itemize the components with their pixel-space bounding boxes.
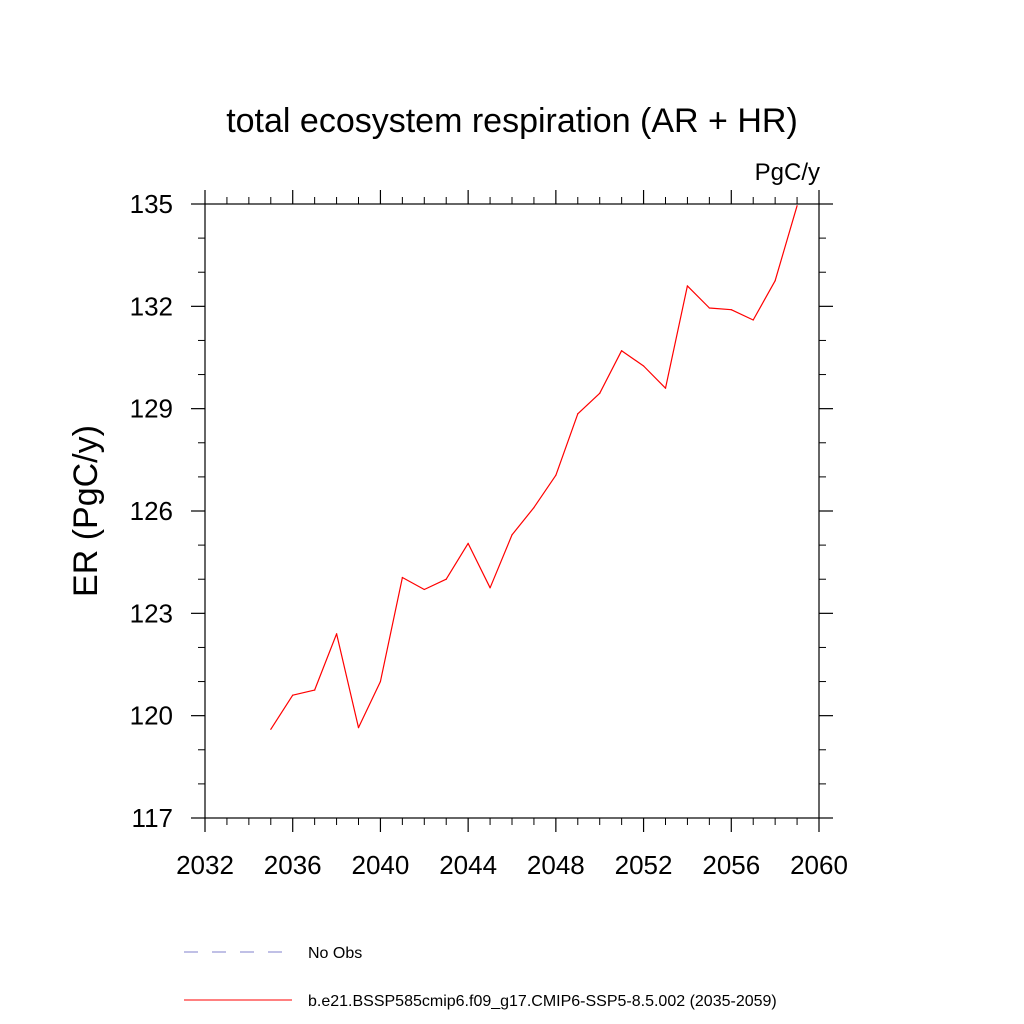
data-point [577, 413, 579, 415]
y-tick-label: 129 [130, 394, 173, 424]
data-point [730, 309, 732, 311]
data-point [664, 387, 667, 389]
y-tick-label: 117 [132, 803, 173, 833]
data-point [511, 534, 513, 536]
data-point [335, 633, 338, 635]
x-tick-label: 2048 [527, 850, 585, 880]
data-point [555, 474, 557, 476]
y-axis-label: ER (PgC/y) [67, 425, 105, 597]
data-point [357, 727, 360, 729]
data-point [621, 350, 623, 352]
data-point [379, 680, 382, 683]
x-tick-label: 2032 [176, 850, 234, 880]
y-tick-label: 126 [130, 496, 173, 526]
data-point [599, 392, 601, 394]
x-tick-label: 2044 [439, 850, 497, 880]
x-tick-label: 2052 [615, 850, 673, 880]
units-label: PgC/y [755, 159, 820, 186]
data-point [752, 319, 754, 321]
data-point [708, 307, 710, 309]
x-tick-label: 2060 [790, 850, 848, 880]
series-line [270, 205, 798, 730]
data-point [774, 280, 776, 282]
legend-label: b.e21.BSSP585cmip6.f09_g17.CMIP6-SSP5-8.… [308, 993, 777, 1010]
data-point [423, 588, 425, 591]
data-point [796, 205, 798, 207]
y-tick-label: 132 [130, 291, 173, 321]
chart-title: total ecosystem respiration (AR + HR) [226, 102, 798, 140]
data-point [686, 285, 689, 287]
plot-frame [204, 203, 820, 819]
data-point [489, 587, 491, 589]
data-point [292, 694, 294, 696]
data-point [401, 576, 403, 579]
data-point [467, 542, 469, 545]
x-tick-label: 2040 [352, 850, 410, 880]
data-point [314, 689, 316, 691]
legend-label: No Obs [308, 945, 362, 962]
data-point [445, 578, 447, 580]
data-point [270, 728, 272, 730]
x-tick-label: 2036 [264, 850, 322, 880]
y-tick-label: 120 [130, 701, 173, 731]
data-point [533, 506, 535, 509]
y-tick-label: 123 [130, 598, 173, 628]
x-tick-label: 2056 [702, 850, 760, 880]
y-tick-label: 135 [130, 189, 173, 219]
data-point [642, 365, 645, 367]
